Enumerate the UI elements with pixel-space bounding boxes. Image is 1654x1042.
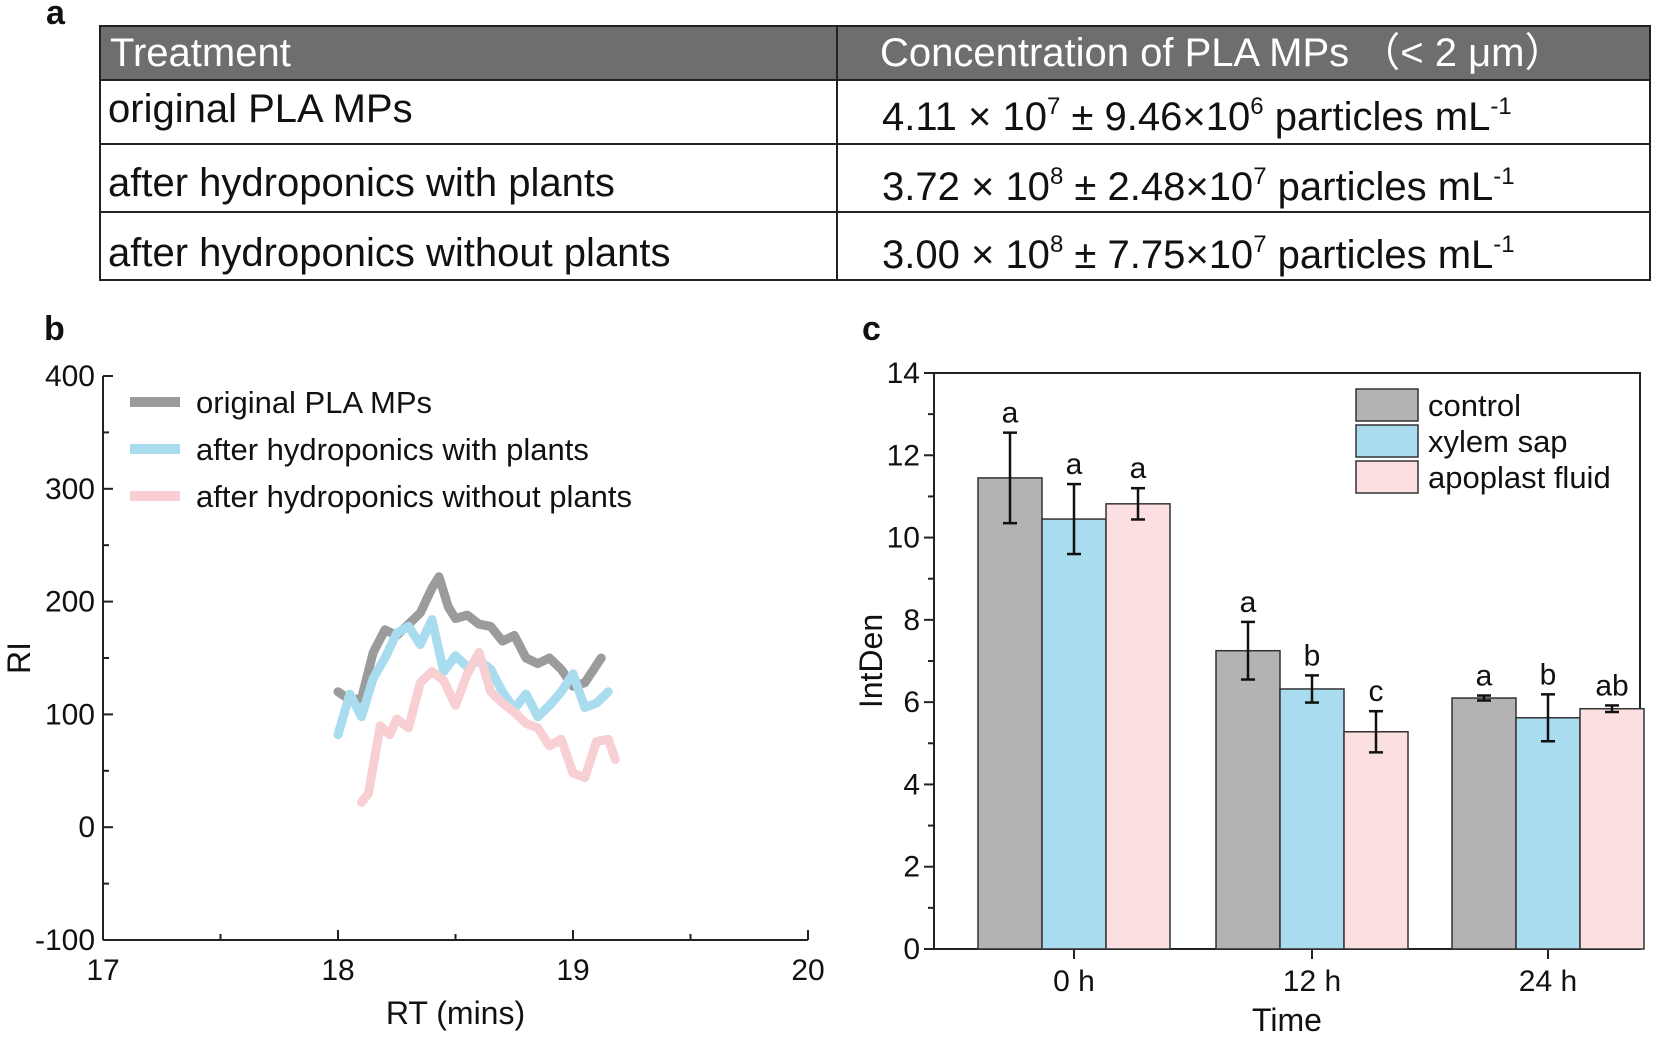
mean-mantissa: 3.72 × 10 (882, 165, 1050, 209)
unit-label: particles mL (1267, 233, 1494, 277)
bar (1579, 707, 1645, 950)
x-tick-label: 18 (321, 954, 354, 987)
bar (1515, 717, 1581, 950)
significance-letter: a (1130, 452, 1147, 485)
significance-letter: ab (1595, 669, 1628, 702)
y-tick-label: 2 (903, 851, 920, 884)
y-tick-label: 12 (887, 439, 920, 472)
table-row: after hydroponics with plants 3.72 × 108… (108, 161, 1515, 209)
unit-exponent: -1 (1493, 231, 1514, 258)
sd-exponent: 6 (1250, 93, 1263, 120)
row-treatment: after hydroponics without plants (108, 231, 671, 275)
table-header-bg (100, 26, 1650, 80)
legend-label: after hydroponics with plants (196, 432, 589, 467)
bar (1041, 518, 1107, 950)
row-concentration: 4.11 × 107 ± 9.46×106 particles mL-1 (882, 93, 1512, 139)
y-tick-label: 8 (903, 604, 920, 637)
significance-letter: a (1476, 660, 1493, 693)
y-axis-title: IntDen (853, 614, 889, 708)
mean-exponent: 8 (1050, 163, 1063, 190)
legend-swatch (1355, 388, 1419, 422)
table-border (99, 25, 1651, 281)
legend-label: xylem sap (1428, 424, 1568, 459)
x-axis-title: RT (mins) (386, 995, 525, 1031)
legend-label: control (1428, 388, 1521, 423)
legend-swatch (1355, 424, 1419, 458)
panel-label-b: b (44, 310, 65, 348)
y-axis-title: RI (1, 642, 37, 674)
unit-label: particles mL (1264, 95, 1491, 139)
table-header-treatment: Treatment (110, 31, 291, 75)
x-tick-label: 12 h (1283, 965, 1341, 998)
x-tick-label: 19 (556, 954, 589, 987)
legend-label: after hydroponics without plants (196, 479, 632, 514)
mean-exponent: 7 (1047, 93, 1060, 120)
x-axis-title: Time (1252, 1002, 1322, 1038)
x-tick-label: 20 (791, 954, 824, 987)
data-table: Treatment Concentration of PLA MPs （< 2 … (99, 25, 1651, 281)
mean-exponent: 8 (1050, 231, 1063, 258)
mean-mantissa: 4.11 × 10 (882, 95, 1047, 139)
bar (977, 477, 1043, 950)
y-tick-label: 400 (45, 360, 95, 393)
y-tick-label: 100 (45, 698, 95, 731)
bar (1279, 688, 1345, 950)
bar (1451, 697, 1517, 950)
bar (1215, 649, 1281, 950)
series-line (357, 647, 620, 807)
unit-exponent: -1 (1493, 163, 1514, 190)
line-chart-b: -100 0 100 200 300 400 17 18 19 20 RT (mins) RI orig… (1, 360, 825, 1031)
table-row: after hydroponics without plants 3.00 × … (108, 231, 1515, 277)
panel-label-a: a (46, 0, 66, 32)
significance-letter: c (1369, 675, 1384, 708)
significance-letter: a (1240, 586, 1257, 619)
unit-exponent: -1 (1490, 93, 1511, 120)
table-row: original PLA MPs 4.11 × 107 ± 9.46×106 p… (108, 87, 1512, 139)
table-header-concentration: Concentration of PLA MPs （< 2 μm） (880, 31, 1564, 75)
sd-exponent: 7 (1253, 231, 1266, 258)
row-concentration: 3.72 × 108 ± 2.48×107 particles mL-1 (882, 163, 1515, 209)
significance-letter: b (1540, 658, 1557, 691)
bar (1343, 731, 1409, 950)
y-tick-label: 300 (45, 473, 95, 506)
sd-mantissa: ± 2.48×10 (1063, 165, 1253, 209)
x-tick-label: 17 (86, 954, 119, 987)
significance-letter: a (1066, 448, 1083, 481)
y-tick-label: 0 (903, 933, 920, 966)
unit-label: particles mL (1267, 165, 1494, 209)
row-treatment: original PLA MPs (108, 87, 413, 131)
row-concentration: 3.00 × 108 ± 7.75×107 particles mL-1 (882, 231, 1515, 277)
y-tick-label: -100 (35, 924, 95, 957)
series-line (333, 572, 606, 705)
y-tick-label: 6 (903, 686, 920, 719)
sd-mantissa: ± 7.75×10 (1063, 233, 1253, 277)
bar (1105, 503, 1171, 950)
panel-label-c: c (862, 310, 881, 348)
sd-exponent: 7 (1253, 163, 1266, 190)
sd-mantissa: ± 9.46×10 (1060, 95, 1250, 139)
y-tick-label: 10 (887, 522, 920, 555)
legend-label: original PLA MPs (196, 385, 432, 420)
significance-letter: a (1002, 397, 1019, 430)
significance-letter: b (1304, 639, 1321, 672)
row-treatment: after hydroponics with plants (108, 161, 615, 205)
y-tick-label: 0 (78, 811, 95, 844)
x-tick-label: 0 h (1053, 965, 1095, 998)
mean-mantissa: 3.00 × 10 (882, 233, 1050, 277)
legend-swatch (1355, 460, 1419, 494)
x-tick-label: 24 h (1519, 965, 1577, 998)
y-tick-label: 4 (903, 768, 920, 801)
legend-label: apoplast fluid (1428, 460, 1611, 495)
y-tick-label: 14 (887, 357, 920, 390)
y-tick-label: 200 (45, 586, 95, 619)
